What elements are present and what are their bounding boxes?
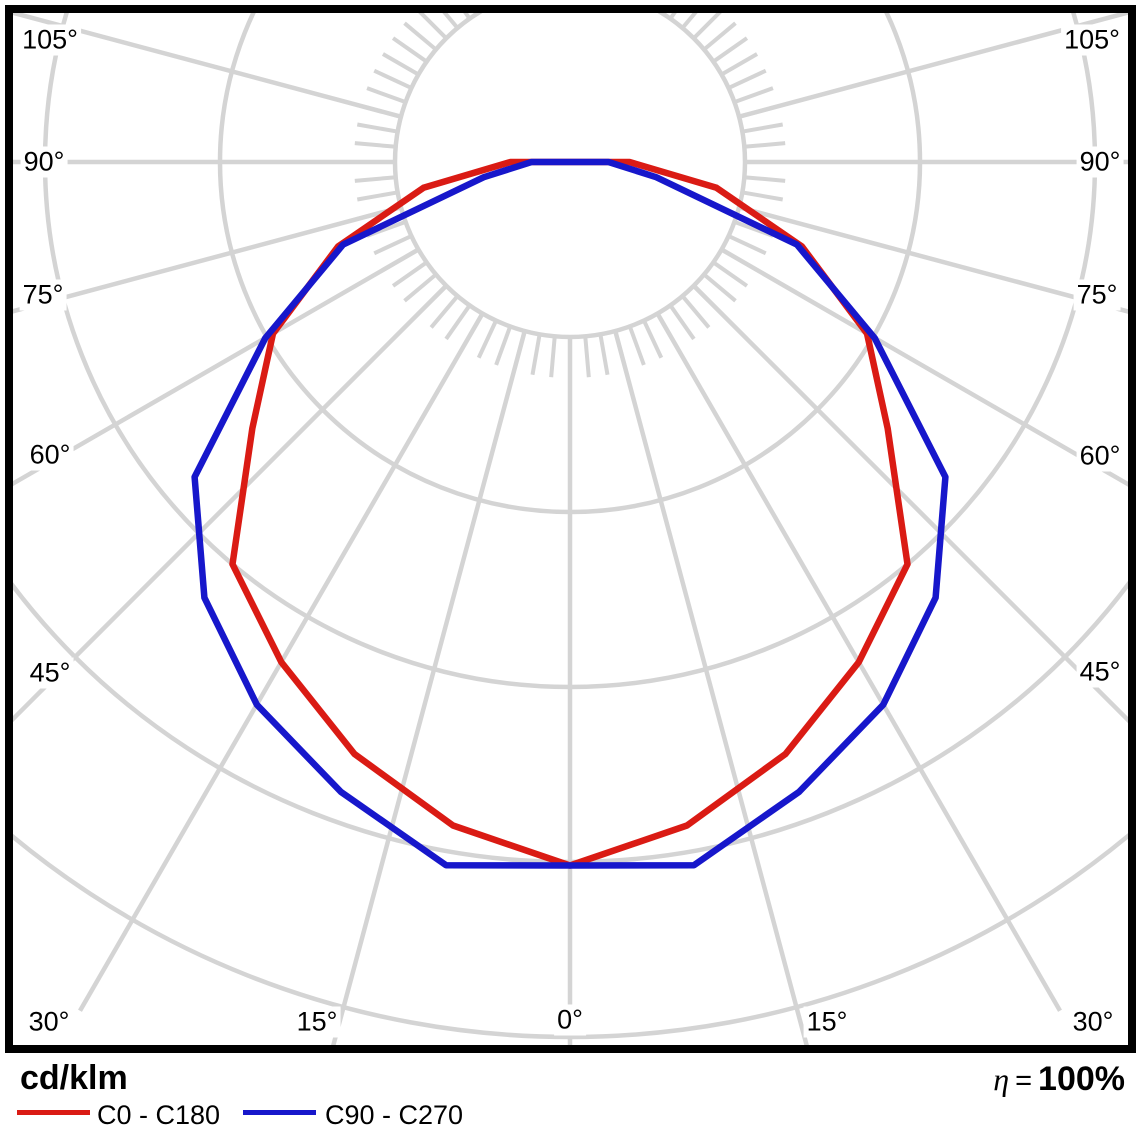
chart-frame <box>5 5 1136 1053</box>
eta-symbol: η <box>993 1061 1010 1097</box>
angle-label: 30° <box>25 1006 73 1038</box>
angle-label: 30° <box>1069 1006 1117 1038</box>
curve-c90-c270 <box>191 158 949 869</box>
radial-unit-label: cd/klm <box>20 1059 128 1097</box>
angle-label: 60° <box>1076 440 1124 472</box>
curves-layer <box>191 158 949 869</box>
angle-label: 45° <box>1076 656 1124 688</box>
angle-label: 15° <box>803 1006 851 1038</box>
angle-label: 90° <box>20 146 68 178</box>
angle-label: 60° <box>26 439 74 471</box>
angle-label: 15° <box>293 1006 341 1038</box>
legend-label-c90-c270: C90 - C270 <box>325 1100 464 1130</box>
eta-equals-sign: = <box>1015 1065 1033 1097</box>
angle-label: 45° <box>26 657 74 689</box>
angle-label: 105° <box>1061 24 1123 56</box>
angle-label: 75° <box>19 279 67 311</box>
efficiency-label: η = 100% <box>975 1060 1125 1099</box>
legend-label-c0-c180: C0 - C180 <box>97 1100 221 1130</box>
eta-value: 100% <box>1038 1060 1125 1098</box>
legend-swatch-c90-c270 <box>243 1110 316 1115</box>
angle-label: 105° <box>19 24 81 56</box>
angle-label: 90° <box>1076 146 1124 178</box>
angle-label: 0° <box>554 1004 586 1036</box>
legend-swatch-c0-c180 <box>17 1110 90 1115</box>
angle-label: 75° <box>1073 279 1121 311</box>
